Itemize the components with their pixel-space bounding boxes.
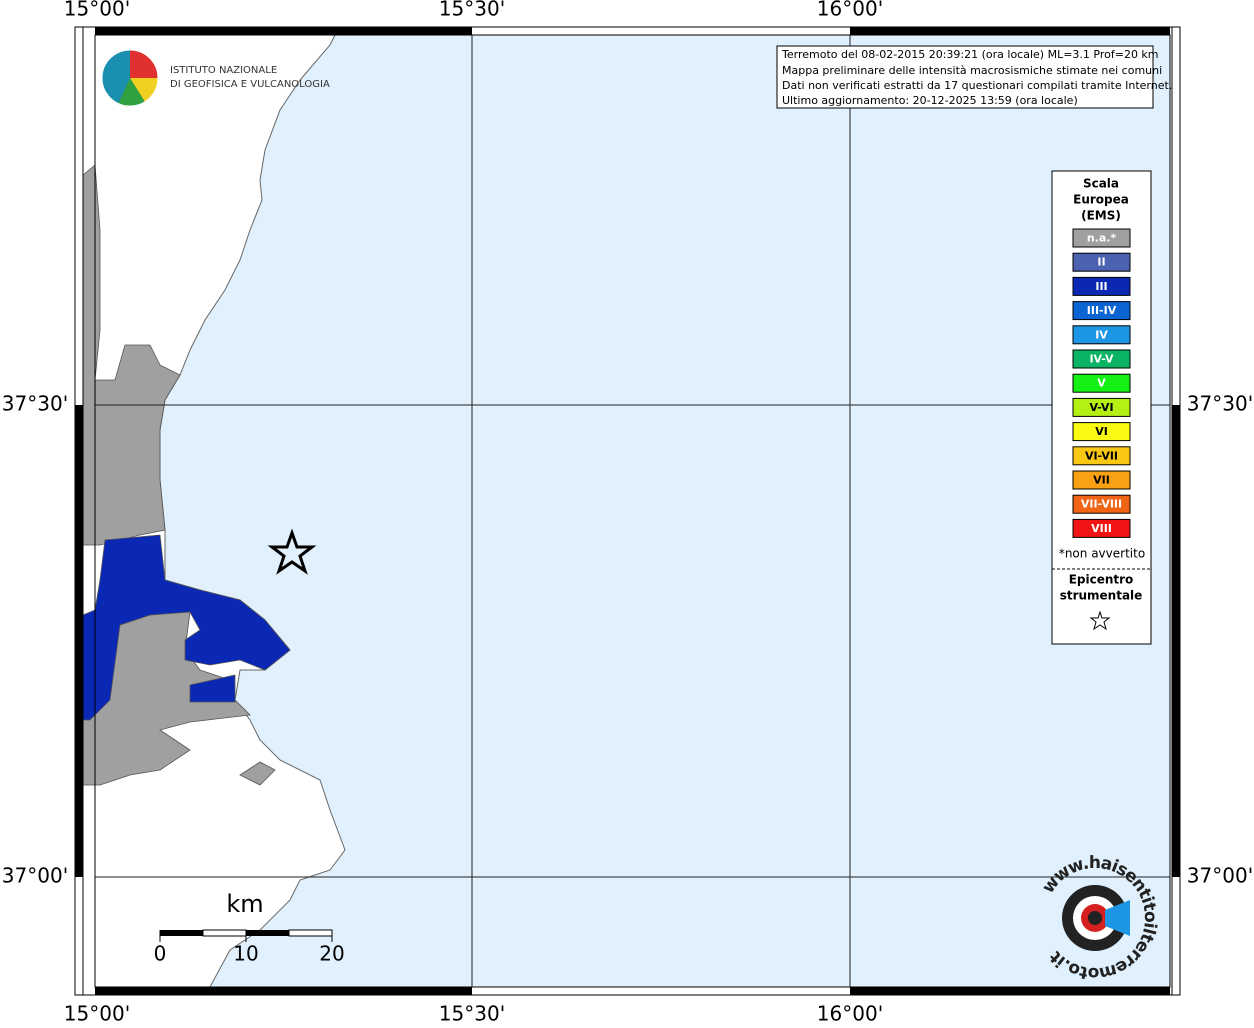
legend-swatch: [1072, 276, 1131, 296]
lat-label: 37°30': [1187, 392, 1253, 416]
lon-label: 15°30': [439, 1002, 505, 1025]
legend-label: III: [1095, 280, 1107, 293]
legend-label: IV: [1095, 328, 1108, 341]
info-box: Terremoto del 08-02-2015 20:39:21 (ora l…: [776, 45, 1172, 109]
legend: Scala Europea (EMS) *non avvertito Epice…: [1051, 170, 1152, 645]
legend-swatch: [1072, 228, 1131, 248]
legend-swatch: [1072, 494, 1131, 514]
legend-swatch: [1072, 470, 1131, 490]
legend-title: Scala: [1083, 177, 1119, 191]
region-na: [82, 164, 181, 546]
graticule: [95, 35, 1170, 987]
lon-label: 15°00': [64, 1002, 130, 1025]
scale-label: 20: [319, 942, 344, 966]
lon-label: 15°00': [64, 0, 130, 21]
logo-text: DI GEOFISICA E VULCANOLOGIA: [170, 79, 330, 90]
info-line: Dati non verificati estratti da 17 quest…: [782, 79, 1172, 92]
legend-label: VII: [1093, 474, 1110, 487]
scale-unit: km: [226, 890, 263, 918]
info-line: Terremoto del 08-02-2015 20:39:21 (ora l…: [781, 48, 1159, 61]
legend-label: IV-V: [1089, 353, 1114, 366]
legend-swatch: [1072, 252, 1131, 272]
epicenter-star: [267, 528, 317, 575]
legend-label: VI: [1095, 425, 1108, 438]
legend-label: n.a.*: [1087, 232, 1117, 245]
ingv-logo: ISTITUTO NAZIONALE DI GEOFISICA E VULCAN…: [101, 49, 330, 107]
legend-swatch: [1072, 373, 1131, 393]
lat-label: 37°30': [2, 392, 68, 416]
logo-text: ISTITUTO NAZIONALE: [170, 65, 277, 76]
scale-label: 10: [233, 942, 258, 966]
legend-note: *non avvertito: [1059, 547, 1145, 561]
legend-swatch: [1072, 349, 1131, 369]
frame: [74, 26, 1181, 996]
legend-label: V: [1097, 377, 1106, 390]
legend-swatch: [1072, 325, 1131, 345]
info-line: Mappa preliminare delle intensità macros…: [782, 64, 1162, 77]
region-iii: [189, 674, 236, 703]
legend-swatch: [1072, 518, 1131, 538]
lat-label: 37°00': [2, 864, 68, 888]
legend-label: III-IV: [1087, 304, 1117, 317]
legend-swatch: [1072, 397, 1131, 417]
legend-title: Europea: [1073, 193, 1129, 207]
lon-label: 16°00': [817, 1002, 883, 1025]
info-line: Ultimo aggiornamento: 20-12-2025 13:59 (…: [782, 94, 1078, 107]
legend-label: VI-VII: [1085, 449, 1118, 462]
legend-label: II: [1097, 256, 1105, 269]
scale-label: 0: [154, 942, 167, 966]
legend-swatch: [1072, 422, 1131, 442]
region-na: [239, 761, 276, 786]
legend-epicenter: strumentale: [1060, 589, 1143, 603]
legend-swatch: [1072, 446, 1131, 466]
lat-label: 37°00': [1187, 864, 1253, 888]
lon-label: 16°00': [817, 0, 883, 21]
legend-label: VIII: [1091, 522, 1112, 535]
lon-label: 15°30': [439, 0, 505, 21]
legend-epicenter: Epicentro: [1069, 573, 1134, 587]
legend-title: (EMS): [1081, 209, 1121, 223]
scale-bar: km 0 10 20: [154, 890, 345, 966]
legend-label: V-VI: [1089, 401, 1113, 414]
legend-label: VII-VIII: [1081, 498, 1122, 511]
legend-swatch: [1072, 301, 1131, 321]
